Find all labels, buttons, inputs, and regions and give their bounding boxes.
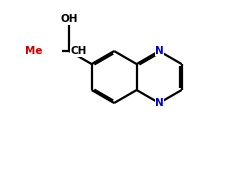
Text: CH: CH xyxy=(70,47,86,56)
Text: N: N xyxy=(154,46,163,56)
Text: OH: OH xyxy=(60,14,78,24)
Text: Me: Me xyxy=(25,46,42,56)
Text: N: N xyxy=(154,98,163,108)
